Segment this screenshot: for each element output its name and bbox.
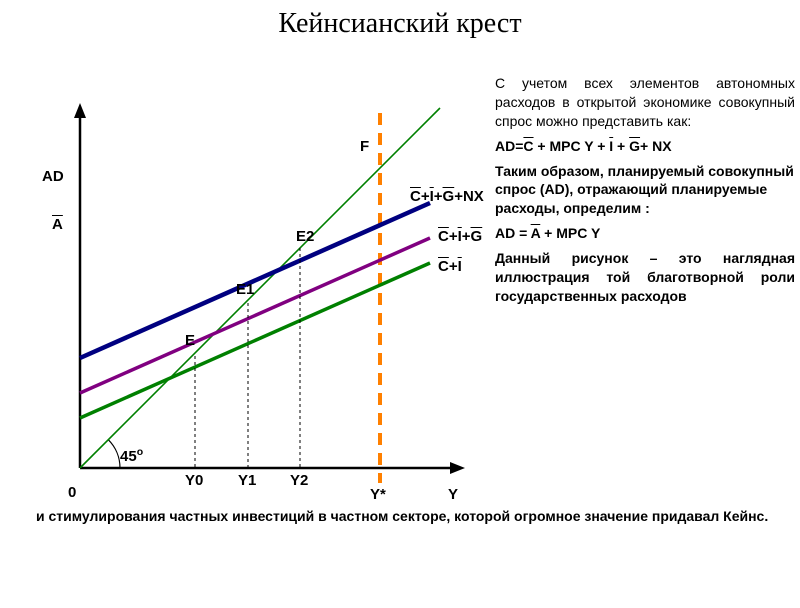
chart-svg xyxy=(20,68,500,508)
axis-label-ad: AD xyxy=(42,168,64,185)
line-label-ci: C+I xyxy=(438,258,462,275)
origin-label: 0 xyxy=(68,484,76,501)
keynesian-cross-chart: AD A 0 Y Y* F 45o E Y0 E1 Y1 E2 Y2 C+I C+I+G C+I+G+NX xyxy=(20,68,500,508)
axis-label-y: Y xyxy=(448,486,458,503)
para-3: Данный рисунок – это наглядная иллюстрац… xyxy=(495,249,795,306)
page-title: Кейнсианский крест xyxy=(0,8,800,40)
explanation-text: С учетом всех элементов автономных расхо… xyxy=(495,74,795,312)
line-label-cig: C+I+G xyxy=(438,228,482,245)
label-f: F xyxy=(360,138,369,155)
point-E1: E1 xyxy=(236,281,254,298)
formula-2: AD = A + MPC Y xyxy=(495,224,795,243)
label-y-star: Y* xyxy=(370,486,386,503)
formula-1: AD=C + MPC Y + I + G+ NX xyxy=(495,137,795,156)
point-E: E xyxy=(185,332,195,349)
bottom-text: и стимулирования частных инвестиций в ча… xyxy=(36,508,776,524)
para-1: С учетом всех элементов автономных расхо… xyxy=(495,74,795,131)
para-2: Таким образом, планируемый совокупный сп… xyxy=(495,162,795,219)
label-a-bar: A xyxy=(52,216,63,233)
tick-Y2: Y2 xyxy=(290,472,308,489)
line-label-cignx: C+I+G+NX xyxy=(410,188,484,205)
point-E2: E2 xyxy=(296,228,314,245)
tick-Y1: Y1 xyxy=(238,472,256,489)
tick-Y0: Y0 xyxy=(185,472,203,489)
angle-label: 45o xyxy=(120,446,143,465)
